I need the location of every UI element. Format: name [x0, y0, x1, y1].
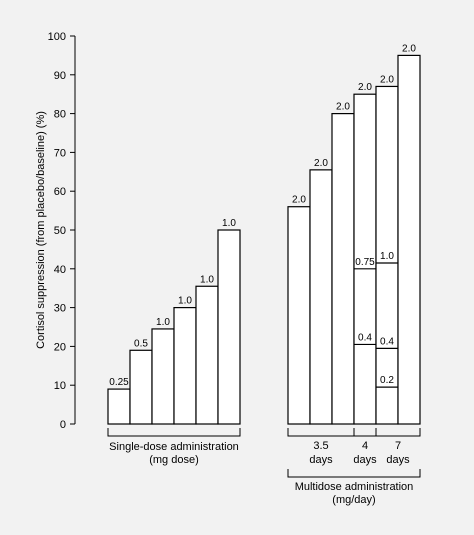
- subgroup-label: 7: [395, 440, 401, 452]
- bar-segment-label: 0.4: [358, 332, 372, 343]
- subgroup-bracket: [287, 428, 355, 437]
- bar-value-label: 2.0: [292, 195, 306, 206]
- subgroup-bracket: [353, 428, 377, 437]
- bar-value-label: 2.0: [314, 158, 328, 169]
- y-tick-label: 10: [54, 380, 66, 392]
- group-bracket: [287, 469, 421, 478]
- y-tick-label: 100: [48, 31, 66, 43]
- y-axis-title: Cortisol suppression (from placebo/basel…: [35, 111, 47, 349]
- bar: [173, 307, 197, 425]
- bar-segment-label: 0.4: [380, 336, 394, 347]
- bar-value-label: 1.0: [178, 296, 192, 307]
- subgroup-label: 3.5: [313, 440, 328, 452]
- bar-segment-label: 0.75: [355, 257, 375, 268]
- bar-value-label: 2.0: [358, 82, 372, 93]
- bar: [287, 206, 311, 425]
- group-bracket: [107, 428, 241, 437]
- bar: [195, 285, 219, 425]
- y-tick-label: 50: [54, 225, 66, 237]
- group-label: (mg dose): [149, 454, 199, 466]
- bar: [331, 112, 355, 425]
- bar: [129, 349, 153, 425]
- group-label: Multidose administration: [295, 481, 414, 493]
- bar-value-label: 0.5: [134, 338, 148, 349]
- bar-value-label: 1.0: [222, 218, 236, 229]
- bar: [397, 54, 421, 425]
- y-tick-label: 20: [54, 341, 66, 353]
- bar-segment-label: 0.2: [380, 375, 394, 386]
- group-label: Single-dose administration: [109, 441, 239, 453]
- bar: [151, 328, 175, 425]
- bar-value-label: 2.0: [402, 43, 416, 54]
- bar-value-label: 2.0: [336, 102, 350, 113]
- y-tick-label: 60: [54, 186, 66, 198]
- bar-value-label: 0.25: [109, 377, 129, 388]
- subgroup-label: days: [353, 454, 377, 466]
- y-tick-label: 90: [54, 70, 66, 82]
- subgroup-label: days: [386, 454, 410, 466]
- subgroup-label: 4: [362, 440, 368, 452]
- bar: [217, 229, 241, 425]
- bar: [309, 169, 333, 425]
- bar-value-label: 1.0: [156, 317, 170, 328]
- y-tick-label: 80: [54, 109, 66, 121]
- subgroup-bracket: [375, 428, 421, 437]
- y-tick-label: 0: [60, 419, 66, 431]
- y-tick-label: 70: [54, 147, 66, 159]
- subgroup-label: days: [309, 454, 333, 466]
- y-tick-label: 30: [54, 303, 66, 315]
- bar-value-label: 1.0: [200, 274, 214, 285]
- y-tick-label: 40: [54, 264, 66, 276]
- bar-value-label: 2.0: [380, 74, 394, 85]
- bar-segment-label: 1.0: [380, 251, 394, 262]
- bar: [107, 388, 131, 425]
- group-label: (mg/day): [332, 494, 375, 506]
